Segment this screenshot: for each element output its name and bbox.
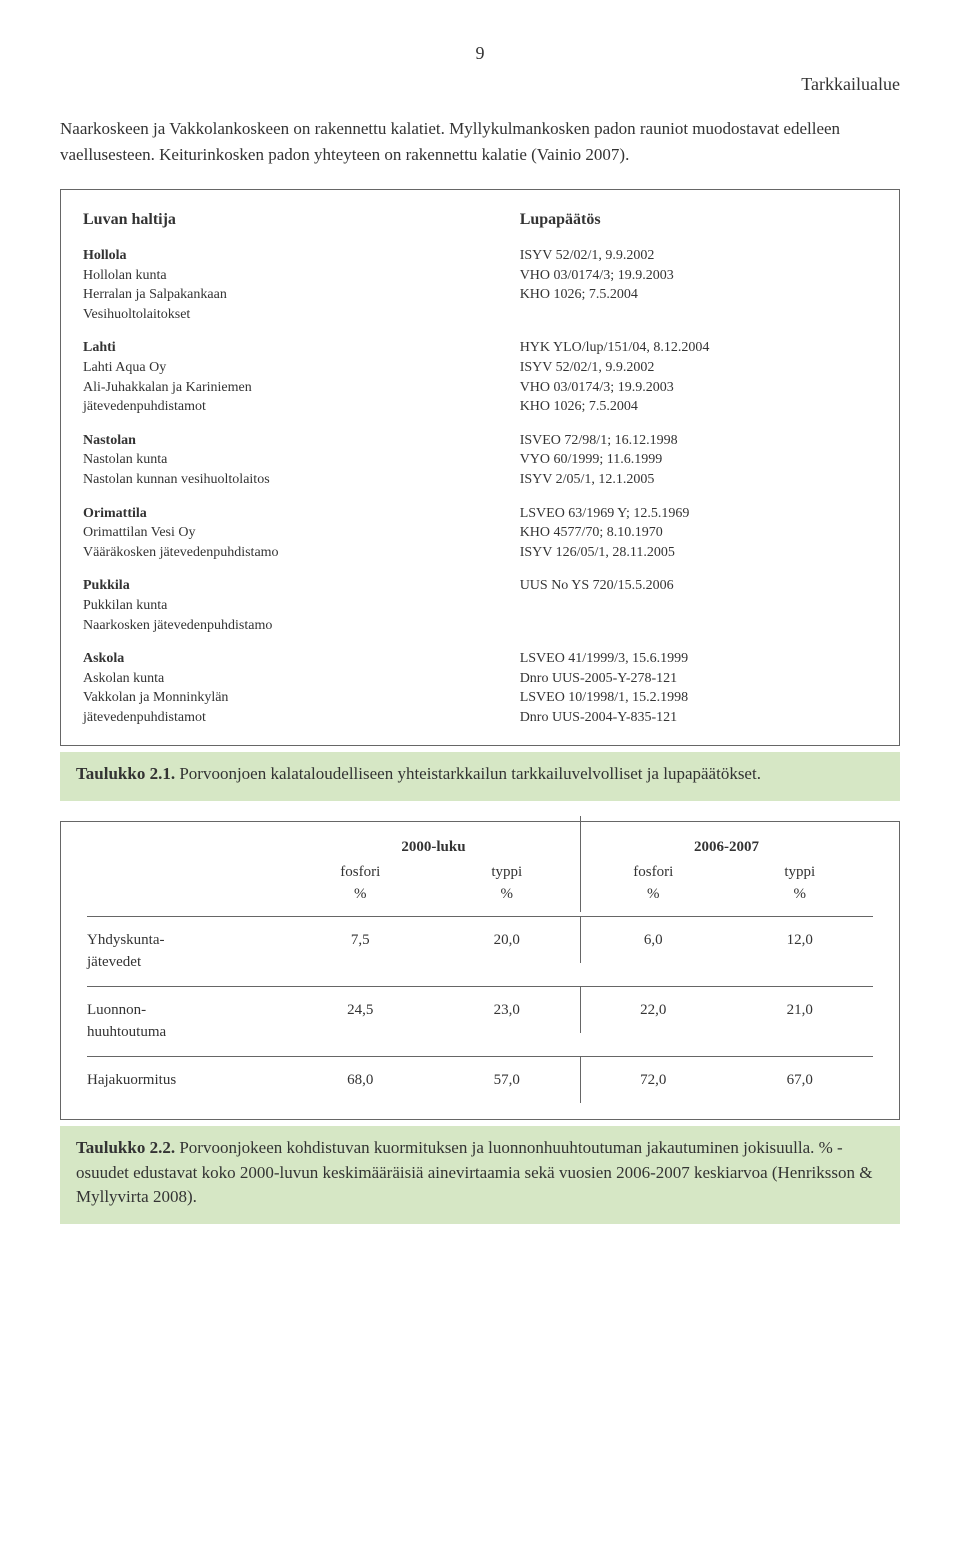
cell: 20,0 <box>434 929 581 952</box>
period-1: 2000-luku <box>287 836 580 859</box>
loading-table-row: Hajakuormitus68,057,072,067,0 <box>87 1057 873 1104</box>
permits-entry-right: LSVEO 41/1999/3, 15.6.1999Dnro UUS-2005-… <box>520 649 877 727</box>
cell: 6,0 <box>580 929 727 952</box>
permits-entry-right: LSVEO 63/1969 Y; 12.5.1969KHO 4577/70; 8… <box>520 504 877 563</box>
period-2: 2006-2007 <box>580 836 873 859</box>
permits-entries-container: HollolaHollolan kuntaHerralan ja Salpaka… <box>83 246 877 727</box>
permits-entry: PukkilaPukkilan kuntaNaarkosken jätevede… <box>83 576 877 635</box>
cell: 57,0 <box>434 1069 581 1092</box>
permits-entry-right: ISYV 52/02/1, 9.9.2002VHO 03/0174/3; 19.… <box>520 246 877 324</box>
loading-table-box: 2000-luku 2006-2007 fosfori% typpi% fosf <box>60 821 900 1120</box>
col-fosfori-2: fosfori% <box>580 861 727 906</box>
permits-entry: HollolaHollolan kuntaHerralan ja Salpaka… <box>83 246 877 324</box>
cell: 21,0 <box>727 999 874 1022</box>
permits-table-box: Luvan haltija Lupapäätös HollolaHollolan… <box>60 189 900 746</box>
cell: 23,0 <box>434 999 581 1022</box>
permits-entry-left: AskolaAskolan kuntaVakkolan ja Monninkyl… <box>83 649 520 727</box>
col-fosfori-1: fosfori% <box>287 861 434 906</box>
col-typpi-2: typpi% <box>727 861 874 906</box>
permits-entry: NastolanNastolan kuntaNastolan kunnan ve… <box>83 431 877 490</box>
table1-caption: Taulukko 2.1. Porvoonjoen kalataloudelli… <box>60 752 900 801</box>
intro-paragraph: Naarkoskeen ja Vakkolankoskeen on rakenn… <box>60 116 900 167</box>
permits-entry: LahtiLahti Aqua OyAli-Juhakkalan ja Kari… <box>83 338 877 416</box>
cell: 24,5 <box>287 999 434 1022</box>
table2-caption: Taulukko 2.2. Porvoonjokeen kohdistuvan … <box>60 1126 900 1224</box>
table1-caption-bold: Taulukko 2.1. <box>76 764 175 783</box>
table2-caption-bold: Taulukko 2.2. <box>76 1138 175 1157</box>
col-typpi-1: typpi% <box>434 861 581 906</box>
permits-entry-right: HYK YLO/lup/151/04, 8.12.2004ISYV 52/02/… <box>520 338 877 416</box>
loading-table-period-row: 2000-luku 2006-2007 <box>87 836 873 859</box>
page-number: 9 <box>60 40 900 67</box>
table1-caption-text: Porvoonjoen kalataloudelliseen yhteistar… <box>175 764 761 783</box>
cell: 22,0 <box>580 999 727 1022</box>
permits-entry-right: ISVEO 72/98/1; 16.12.1998VYO 60/1999; 11… <box>520 431 877 490</box>
loading-row-label: Hajakuormitus <box>87 1069 287 1092</box>
loading-row-label: Luonnon-huuhtoutuma <box>87 999 287 1044</box>
permits-entry-left: NastolanNastolan kuntaNastolan kunnan ve… <box>83 431 520 490</box>
permits-entry: AskolaAskolan kuntaVakkolan ja Monninkyl… <box>83 649 877 727</box>
permits-header-left: Luvan haltija <box>83 208 520 232</box>
section-header: Tarkkailualue <box>60 71 900 98</box>
permits-entry-left: LahtiLahti Aqua OyAli-Juhakkalan ja Kari… <box>83 338 520 416</box>
loading-row-label: Yhdyskunta-jätevedet <box>87 929 287 974</box>
cell: 72,0 <box>580 1069 727 1092</box>
cell: 12,0 <box>727 929 874 952</box>
permits-entry-left: PukkilaPukkilan kuntaNaarkosken jätevede… <box>83 576 520 635</box>
permits-entry-right: UUS No YS 720/15.5.2006 <box>520 576 877 635</box>
loading-table-body: Yhdyskunta-jätevedet7,520,06,012,0Luonno… <box>87 917 873 1104</box>
table2-caption-text: Porvoonjokeen kohdistuvan kuormituksen j… <box>76 1138 872 1206</box>
permits-table-header-row: Luvan haltija Lupapäätös <box>83 208 877 232</box>
permits-entry-left: HollolaHollolan kuntaHerralan ja Salpaka… <box>83 246 520 324</box>
loading-table-col-row: fosfori% typpi% fosfori% typpi% <box>87 861 873 906</box>
cell: 68,0 <box>287 1069 434 1092</box>
loading-table-row: Luonnon-huuhtoutuma24,523,022,021,0 <box>87 987 873 1056</box>
permits-header-right: Lupapäätös <box>520 208 877 232</box>
permits-entry-left: OrimattilaOrimattilan Vesi OyVääräkosken… <box>83 504 520 563</box>
cell: 67,0 <box>727 1069 874 1092</box>
cell: 7,5 <box>287 929 434 952</box>
loading-table-row: Yhdyskunta-jätevedet7,520,06,012,0 <box>87 917 873 986</box>
permits-entry: OrimattilaOrimattilan Vesi OyVääräkosken… <box>83 504 877 563</box>
